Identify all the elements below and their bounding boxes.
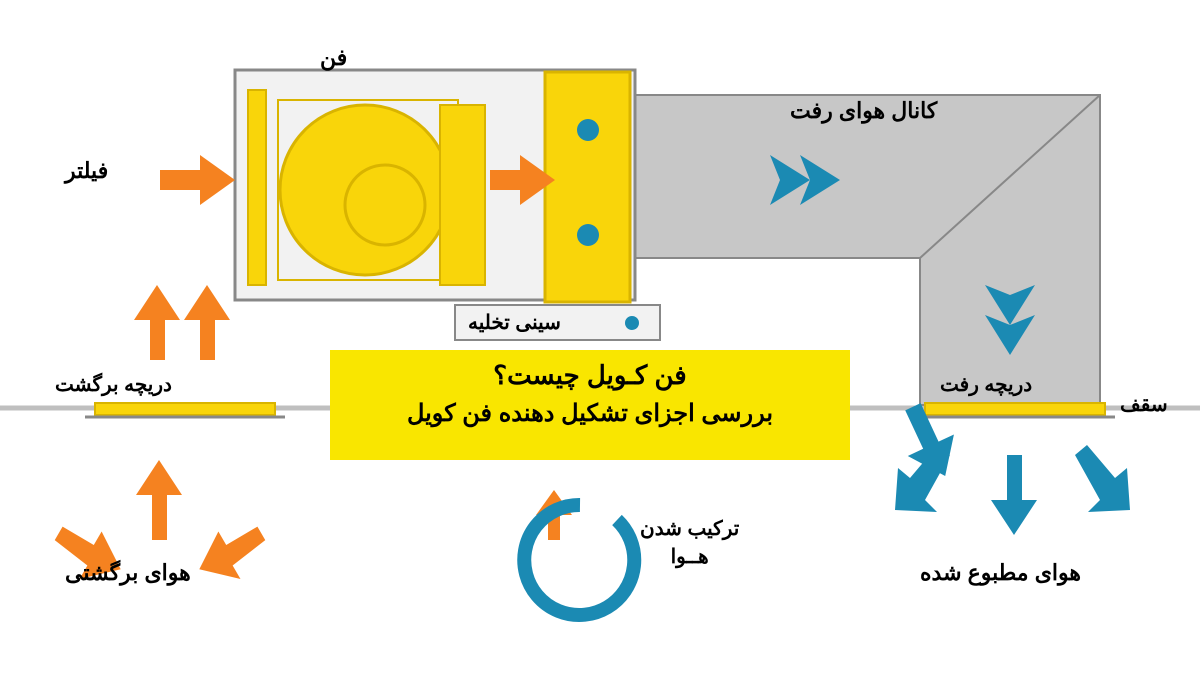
label-ceiling: سقف [1120, 392, 1168, 417]
diagram-canvas: فن کـویل چیست؟ بررسی اجزای تشکیل دهنده ف… [0, 0, 1200, 690]
arrow-return-up1-icon [134, 285, 180, 360]
supply-grille [915, 403, 1115, 417]
label-fan: فن [320, 45, 347, 71]
arrow-supply-3-icon [1075, 445, 1130, 512]
arrow-returnair-3-icon [199, 513, 268, 587]
title-line2: بررسی اجزای تشکیل دهنده فن کویل [330, 399, 850, 428]
arrow-supply-2-icon [991, 455, 1037, 535]
return-grille [85, 403, 285, 417]
label-drain-tray: سینی تخلیه [468, 310, 561, 335]
arrow-return-up2-icon [184, 285, 230, 360]
title-box: فن کـویل چیست؟ بررسی اجزای تشکیل دهنده ف… [330, 350, 850, 460]
label-supply-grille: دریچه رفت [940, 372, 1032, 397]
label-return-grille: دریچه برگشت [55, 372, 172, 397]
coil-box [545, 72, 630, 302]
arrow-returnair-2-icon [136, 460, 182, 540]
mix-air-circle-icon [524, 505, 634, 615]
diagram-svg [0, 0, 1200, 690]
filter-plate [248, 90, 266, 285]
label-return-air: هوای برگشتی [65, 560, 191, 586]
title-line1: فن کـویل چیست؟ [330, 360, 850, 391]
label-supply-duct: کانال هوای رفت [790, 98, 937, 124]
arrow-filter-icon [160, 155, 235, 205]
label-filter: فیلتر [65, 158, 108, 184]
label-mix-air: ترکیب شدن هــوا [640, 515, 739, 571]
label-conditioned-air: هوای مطبوع شده [920, 560, 1081, 586]
